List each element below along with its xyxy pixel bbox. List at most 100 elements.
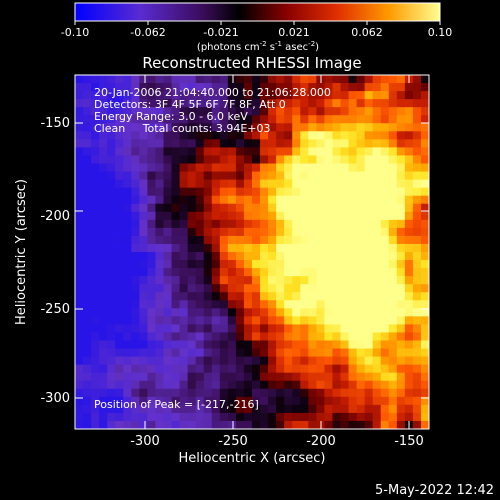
image-pixel	[91, 284, 100, 293]
image-pixel	[324, 99, 334, 108]
image-pixel	[203, 340, 213, 350]
image-pixel	[147, 75, 157, 84]
image-pixel	[252, 187, 261, 197]
image-pixel	[356, 227, 366, 237]
image-pixel	[324, 372, 334, 382]
image-pixel	[364, 91, 374, 100]
image-pixel	[284, 324, 293, 334]
image-pixel	[131, 99, 140, 108]
image-pixel	[276, 171, 285, 181]
image-pixel	[243, 412, 253, 422]
image-pixel	[300, 115, 309, 124]
image-pixel	[300, 123, 309, 132]
image-pixel	[308, 260, 317, 269]
image-pixel	[227, 115, 237, 124]
image-pixel	[211, 284, 221, 293]
image-pixel	[115, 99, 124, 108]
image-pixel	[187, 316, 197, 326]
image-pixel	[268, 139, 277, 149]
image-pixel	[404, 316, 414, 326]
image-pixel	[91, 340, 100, 350]
image-pixel	[179, 396, 189, 406]
image-pixel	[139, 155, 149, 165]
image-pixel	[235, 219, 245, 229]
image-pixel	[83, 332, 92, 342]
image-pixel	[99, 388, 108, 398]
image-pixel	[195, 332, 205, 342]
image-pixel	[91, 99, 100, 108]
image-pixel	[292, 131, 301, 140]
image-pixel	[396, 83, 406, 92]
image-pixel	[372, 348, 382, 358]
image-pixel	[380, 131, 390, 140]
image-pixel	[163, 99, 173, 108]
image-pixel	[163, 300, 173, 309]
image-pixel	[284, 348, 293, 358]
image-pixel	[260, 243, 269, 253]
image-pixel	[91, 163, 100, 173]
image-pixel	[219, 332, 229, 342]
image-pixel	[195, 203, 205, 213]
image-pixel	[195, 147, 205, 157]
image-pixel	[147, 203, 157, 213]
image-pixel	[412, 308, 422, 317]
image-pixel	[123, 235, 132, 245]
image-pixel	[75, 139, 84, 149]
image-pixel	[300, 147, 309, 157]
image-pixel	[284, 388, 293, 398]
image-pixel	[235, 372, 245, 382]
image-pixel	[396, 324, 406, 334]
image-pixel	[163, 131, 173, 140]
image-pixel	[404, 404, 414, 414]
image-pixel	[211, 147, 221, 157]
image-pixel	[83, 340, 92, 350]
image-pixel	[219, 324, 229, 334]
image-pixel	[284, 115, 293, 124]
image-pixel	[284, 243, 293, 253]
image-pixel	[404, 348, 414, 358]
image-pixel	[99, 75, 108, 84]
image-pixel	[203, 380, 213, 390]
image-pixel	[227, 83, 237, 92]
image-pixel	[107, 420, 116, 429]
image-pixel	[99, 203, 108, 213]
image-pixel	[324, 388, 334, 398]
image-pixel	[91, 412, 100, 422]
image-pixel	[276, 107, 285, 116]
image-pixel	[268, 107, 277, 116]
image-pixel	[308, 276, 317, 285]
image-pixel	[147, 163, 157, 173]
image-pixel	[364, 348, 374, 358]
image-pixel	[396, 139, 406, 149]
image-pixel	[83, 284, 92, 293]
image-pixel	[268, 308, 277, 317]
image-pixel	[276, 284, 285, 293]
image-pixel	[235, 235, 245, 245]
image-pixel	[324, 155, 334, 165]
image-pixel	[268, 260, 277, 269]
image-pixel	[91, 268, 100, 277]
image-pixel	[139, 75, 149, 84]
image-pixel	[75, 268, 84, 277]
image-pixel	[147, 107, 157, 116]
image-pixel	[300, 420, 309, 429]
image-pixel	[404, 139, 414, 149]
image-pixel	[99, 300, 108, 309]
image-pixel	[372, 364, 382, 374]
image-pixel	[91, 364, 100, 374]
image-pixel	[372, 75, 382, 84]
image-pixel	[155, 372, 165, 382]
image-pixel	[284, 107, 293, 116]
image-pixel	[131, 139, 140, 149]
image-pixel	[300, 91, 309, 100]
colorbar-tick-label: 0.062	[351, 26, 383, 39]
image-pixel	[388, 139, 398, 149]
image-pixel	[203, 123, 213, 132]
image-pixel	[187, 324, 197, 334]
image-pixel	[155, 195, 165, 205]
image-pixel	[396, 276, 406, 285]
image-pixel	[420, 380, 429, 390]
image-pixel	[203, 107, 213, 116]
image-pixel	[260, 268, 269, 277]
image-pixel	[308, 292, 317, 301]
